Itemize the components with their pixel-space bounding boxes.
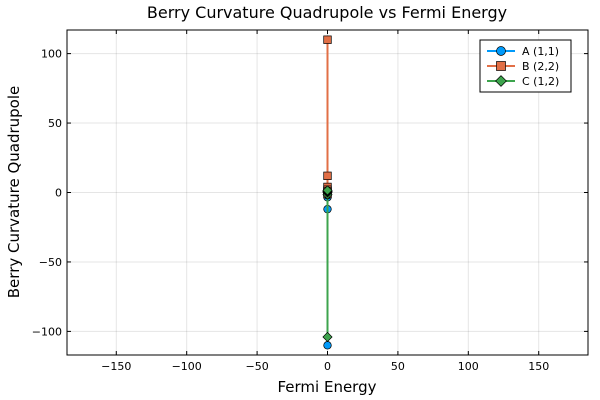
series-1 [323,35,332,199]
y-tick-label: −50 [39,256,62,269]
data-point-circle [496,46,506,56]
data-point-circle [323,341,332,350]
x-tick-label: 150 [528,360,549,373]
series-2 [322,185,333,342]
y-tick-label: 0 [55,187,62,200]
legend: A (1,1) B (2,2) C (1,2) [479,39,572,93]
x-tick-label: 0 [324,360,331,373]
data-point-diamond [495,75,507,87]
y-tick-label: 100 [41,48,62,61]
data-point-diamond [322,331,333,342]
legend-label: B (2,2) [522,60,559,73]
data-point-square [496,61,506,71]
y-tick-label: −100 [32,325,62,338]
data-point-diamond [322,185,333,196]
y-axis-label: Berry Curvature Quadrupole [5,86,23,298]
x-tick-label: −50 [245,360,268,373]
axis-ticks: −150 −100 −50 0 50 100 150 −100 −50 0 50 100 [32,30,588,373]
legend-label: A (1,1) [522,45,559,58]
x-tick-label: −100 [172,360,202,373]
data-point-square [323,35,332,44]
y-tick-label: 50 [48,117,62,130]
chart-title: Berry Curvature Quadrupole vs Fermi Ener… [147,3,507,22]
legend-item: B (2,2) [487,60,559,73]
legend-item: C (1,2) [487,75,559,88]
legend-item: A (1,1) [487,45,559,58]
x-axis-label: Fermi Energy [277,378,376,396]
x-tick-label: −150 [101,360,131,373]
x-tick-label: 100 [458,360,479,373]
data-point-square [323,171,332,180]
series-layer [322,35,333,350]
x-tick-label: 50 [391,360,405,373]
legend-label: C (1,2) [522,75,559,88]
